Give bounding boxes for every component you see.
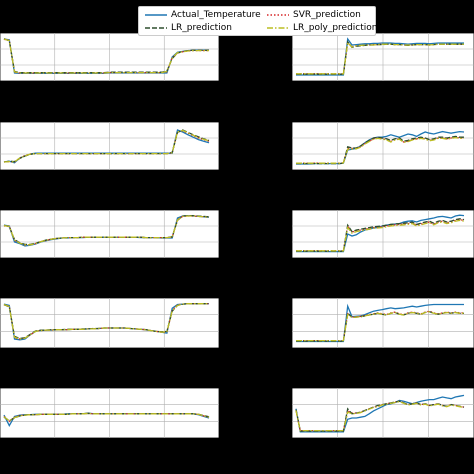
legend-label-actual: Actual_Temperature [171, 10, 261, 20]
legend-label-svr: SVR_prediction [293, 10, 361, 20]
series-line-lr-prediction [295, 400, 465, 432]
series-line-lr-poly-prediction [3, 303, 209, 340]
series-line-lr-poly-prediction [296, 41, 464, 75]
legend-item-actual: Actual_Temperature [145, 9, 261, 21]
series-line-lr-poly-prediction [3, 38, 209, 74]
panel-right-3 [291, 209, 474, 259]
legend-label-lr-poly: LR_poly_prediction [293, 23, 378, 33]
series-line-lr-poly-prediction [3, 129, 210, 163]
series-line-lr-poly-prediction [3, 215, 210, 246]
panel-right-2 [291, 121, 474, 171]
series-line-lr-prediction [3, 214, 210, 246]
panel-left-5 [0, 387, 220, 439]
legend: Actual_Temperature SVR_prediction LR_pre… [138, 6, 377, 36]
legend-item-lr: LR_prediction [145, 22, 232, 34]
legend-item-lr-poly: LR_poly_prediction [267, 22, 377, 34]
panel-left-2 [0, 121, 220, 171]
series-line-actual-temperature [296, 37, 464, 76]
panel-left-3 [0, 209, 220, 259]
series-line-lr-poly-prediction [296, 219, 465, 252]
panel-left-1 [0, 32, 220, 82]
panel-right-5 [291, 387, 474, 439]
legend-label-lr: LR_prediction [171, 23, 232, 33]
series-line-lr-poly-prediction [295, 401, 465, 432]
series-line-lr-poly-prediction [3, 412, 210, 422]
legend-item-svr: SVR_prediction [267, 9, 361, 21]
series-line-actual-temperature [295, 394, 465, 433]
panel-left-4 [0, 297, 220, 349]
series-line-lr-poly-prediction [296, 311, 464, 342]
series-line-lr-poly-prediction [296, 136, 464, 164]
panel-right-1 [291, 32, 474, 82]
panel-right-4 [291, 297, 474, 349]
